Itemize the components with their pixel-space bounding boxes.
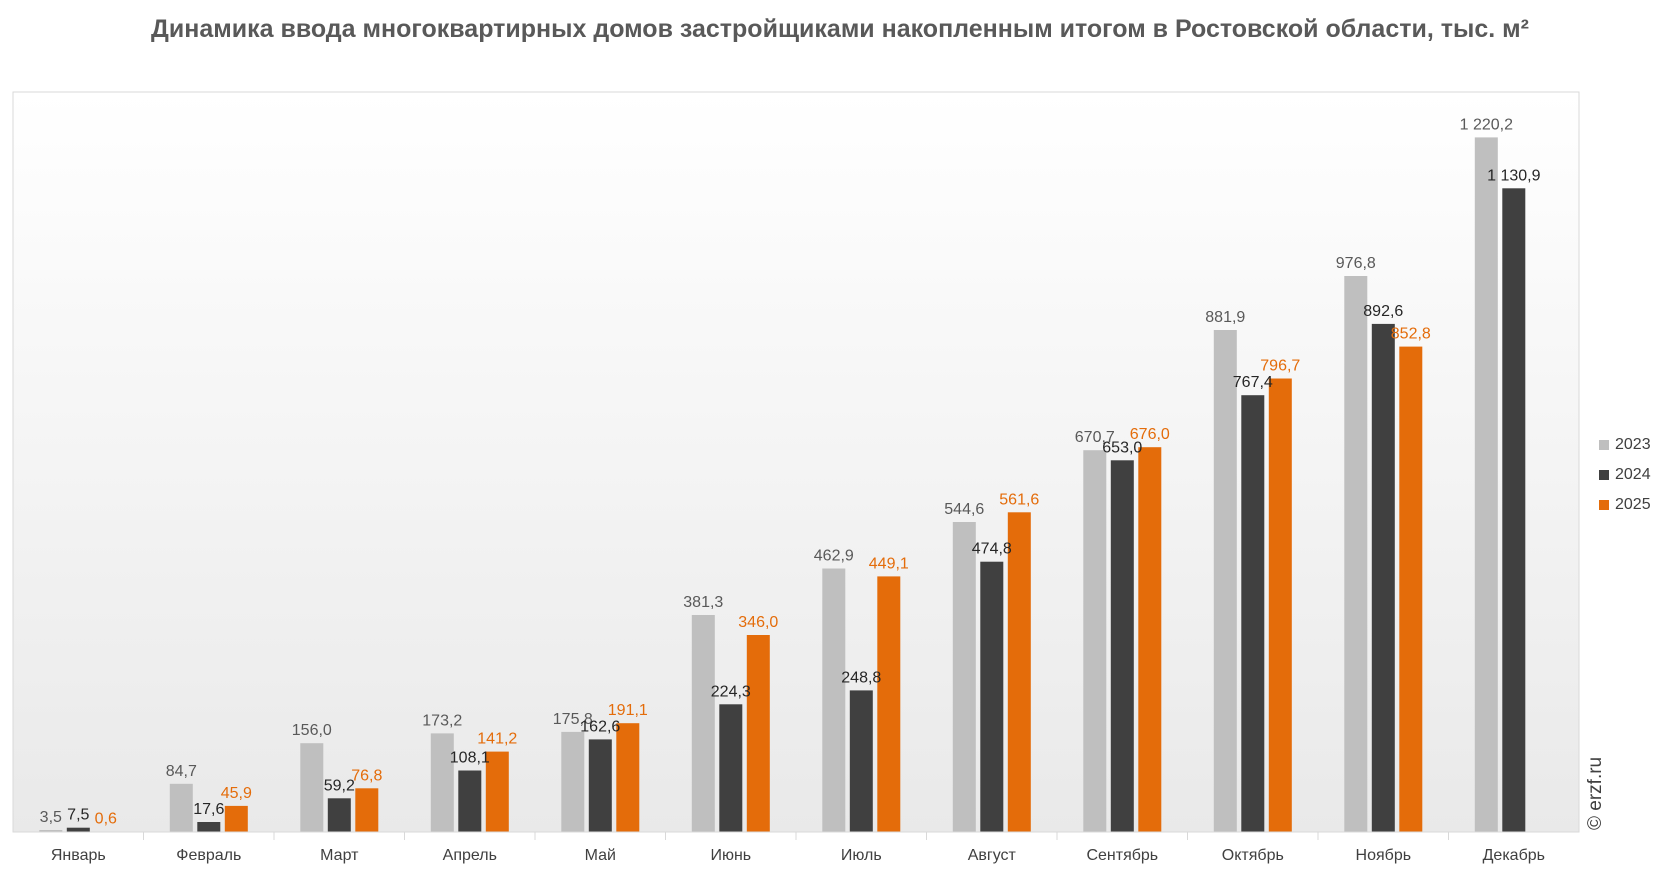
data-label-2025-3: 76,8	[351, 767, 382, 784]
legend-label-2024: 2024	[1615, 466, 1651, 483]
x-tick-label-8: Август	[968, 847, 1017, 864]
bar-2024-7	[849, 690, 873, 832]
data-label-2023-5: 175,8	[553, 711, 593, 728]
data-label-2025-8: 561,6	[999, 491, 1039, 508]
bar-2024-4	[458, 770, 482, 832]
data-label-2025-6: 346,0	[738, 614, 778, 631]
bar-2024-8	[980, 561, 1004, 832]
legend-label-2025: 2025	[1615, 496, 1651, 513]
legend-swatch-2025	[1599, 500, 1609, 510]
x-tick-label-1: Январь	[51, 847, 106, 864]
data-label-2023-4: 173,2	[422, 712, 462, 729]
data-label-2025-5: 191,1	[608, 702, 648, 719]
data-label-2025-10: 796,7	[1260, 358, 1300, 375]
x-tick-label-10: Октябрь	[1222, 847, 1284, 864]
bar-2024-3	[327, 798, 351, 832]
data-label-2024-11: 892,6	[1363, 303, 1403, 320]
data-label-2024-1: 7,5	[67, 807, 89, 824]
bar-2023-2	[169, 783, 193, 832]
bar-2025-2	[224, 805, 248, 832]
legend-item-2023: 2023	[1599, 430, 1651, 460]
bar-2024-1	[66, 827, 90, 832]
data-label-2025-11: 852,8	[1391, 326, 1431, 343]
data-label-2024-7: 248,8	[841, 669, 881, 686]
data-label-2024-9: 653,0	[1102, 439, 1142, 456]
x-tick-label-9: Сентябрь	[1086, 847, 1158, 864]
bar-2025-3	[355, 788, 379, 832]
bar-2023-3	[300, 743, 324, 832]
x-tick-label-6: Июнь	[710, 847, 751, 864]
bar-2025-4	[485, 751, 509, 832]
bar-2024-10	[1241, 395, 1265, 832]
data-label-2025-2: 45,9	[221, 785, 252, 802]
x-tick-label-12: Декабрь	[1483, 847, 1545, 864]
legend-item-2024: 2024	[1599, 460, 1651, 490]
bar-2025-7	[877, 576, 901, 832]
watermark: © erzf.ru	[1585, 756, 1606, 830]
bar-2023-8	[952, 522, 976, 832]
bar-2024-11	[1371, 323, 1395, 832]
data-label-2023-6: 381,3	[683, 594, 723, 611]
bar-2023-12	[1474, 137, 1498, 832]
bar-2024-5	[588, 739, 612, 832]
legend-swatch-2024	[1599, 470, 1609, 480]
bar-2025-6	[746, 635, 770, 832]
plot-background	[12, 91, 1580, 833]
bar-2023-1	[39, 830, 63, 832]
data-label-2023-11: 976,8	[1336, 255, 1376, 272]
data-label-2024-5: 162,6	[580, 718, 620, 735]
data-label-2024-4: 108,1	[450, 750, 490, 767]
bar-2023-4	[430, 733, 454, 832]
bar-2024-12	[1502, 188, 1526, 833]
data-label-2023-2: 84,7	[166, 763, 197, 780]
bar-2025-10	[1268, 378, 1292, 832]
bar-2023-5	[561, 731, 585, 832]
bar-2023-11	[1344, 276, 1368, 832]
chart-title: Динамика ввода многоквартирных домов зас…	[151, 15, 1529, 43]
data-label-2023-3: 156,0	[292, 722, 332, 739]
x-tick-label-4: Апрель	[443, 847, 497, 864]
data-label-2023-10: 881,9	[1205, 309, 1245, 326]
bar-2023-7	[822, 568, 846, 832]
bar-2024-9	[1110, 460, 1134, 832]
x-tick-label-7: Июль	[841, 847, 882, 864]
data-label-2023-12: 1 220,2	[1460, 116, 1513, 133]
bar-2025-8	[1007, 512, 1031, 832]
bar-2025-9	[1138, 447, 1162, 832]
data-label-2024-3: 59,2	[324, 777, 355, 794]
data-label-2024-8: 474,8	[972, 541, 1012, 558]
data-label-2024-12: 1 130,9	[1487, 167, 1540, 184]
data-label-2023-8: 544,6	[944, 501, 984, 518]
x-tick-label-3: Март	[320, 847, 359, 864]
legend-swatch-2023	[1599, 440, 1609, 450]
x-tick-label-5: Май	[585, 847, 616, 864]
bar-2024-2	[197, 822, 221, 832]
bar-2024-6	[719, 704, 743, 832]
data-label-2025-9: 676,0	[1130, 426, 1170, 443]
legend-item-2025: 2025	[1599, 490, 1651, 520]
legend-label-2023: 2023	[1615, 436, 1651, 453]
data-label-2025-1: 0,6	[95, 811, 117, 828]
data-label-2024-2: 17,6	[193, 801, 224, 818]
data-label-2023-1: 3,5	[40, 809, 62, 826]
data-label-2023-9: 670,7	[1075, 429, 1115, 446]
bar-2023-6	[691, 615, 715, 832]
bar-2025-11	[1399, 346, 1423, 832]
x-tick-label-11: Ноябрь	[1356, 847, 1412, 864]
legend: 2023 2024 2025	[1599, 430, 1651, 520]
bar-2023-10	[1213, 330, 1237, 832]
data-label-2025-7: 449,1	[869, 555, 909, 572]
data-label-2025-4: 141,2	[477, 731, 517, 748]
x-tick-label-2: Февраль	[176, 847, 241, 864]
data-label-2023-7: 462,9	[814, 548, 854, 565]
data-label-2024-10: 767,4	[1233, 374, 1273, 391]
bar-2025-5	[616, 723, 640, 832]
data-label-2024-6: 224,3	[711, 683, 751, 700]
bar-2023-9	[1083, 450, 1107, 832]
